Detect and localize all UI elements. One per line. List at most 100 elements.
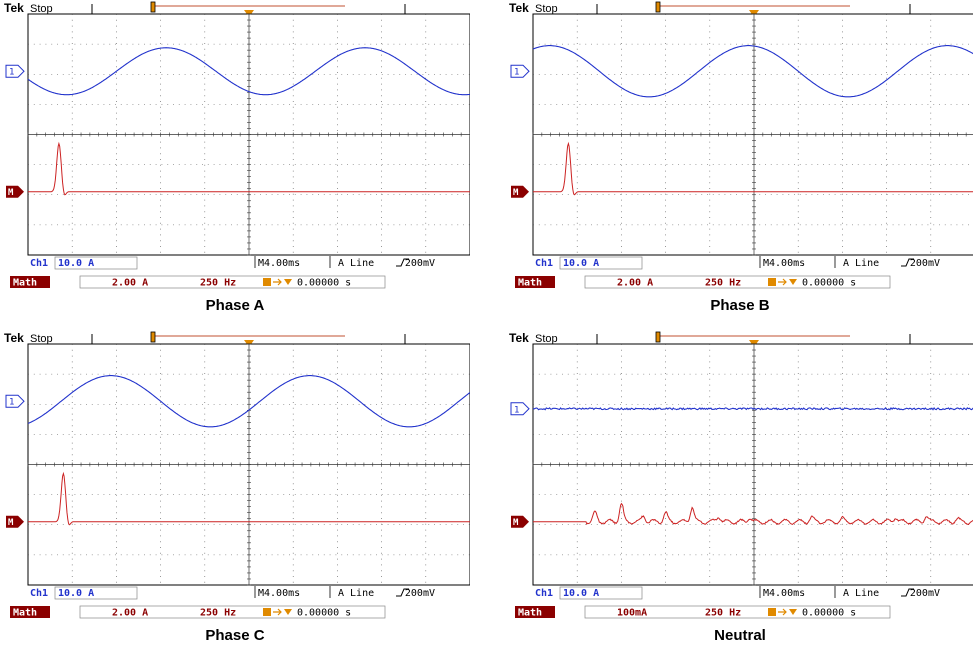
trigger-position-icon (768, 608, 776, 616)
scope-panel-phase-b: Tek Stop 1 M Ch1 10.0 A M4.00ms A Line 200mV Math… (505, 0, 973, 322)
trigger-position-icon (768, 278, 776, 286)
trigger-position-value: 0.00000 s (297, 278, 351, 289)
math-label-box (515, 276, 555, 288)
arrow-right-icon (778, 278, 787, 286)
math-settings-box (584, 605, 891, 619)
readout-row-1: Ch1 10.0 A M4.00ms A Line 200mV (30, 586, 435, 600)
oscilloscope-screen: Tek Stop 1 M Ch1 10.0 A M4.00ms A Line 200mV Math… (4, 1, 470, 289)
trigger-position-icon (150, 1, 156, 13)
arrow-right-icon (778, 608, 787, 616)
math-settings-box (584, 275, 891, 289)
readout-row-2: Math 2.00 A 250 Hz 0.00000 s (515, 275, 891, 289)
ch1-scale-box (559, 256, 643, 270)
ch1-trace (532, 406, 973, 411)
readout-row-1: Ch1 10.0 A M4.00ms A Line 200mV (535, 586, 940, 600)
trigger-level-value: 200mV (910, 588, 940, 599)
ch1-scale-value: 10.0 A (563, 588, 599, 599)
math-label: Math (518, 278, 542, 289)
trigger-position-value: 0.00000 s (802, 278, 856, 289)
ch1-trace (532, 45, 973, 98)
math-marker-label: M (513, 188, 519, 198)
chevron-down-icon (789, 609, 797, 615)
ch1-scale-value: 10.0 A (58, 258, 94, 269)
math-marker-label: M (513, 518, 519, 528)
ch1-marker-label: 1 (9, 398, 14, 408)
trigger-level-value: 200mV (405, 258, 435, 269)
readout-row-1: Ch1 10.0 A M4.00ms A Line 200mV (535, 256, 940, 270)
ch1-label: Ch1 (30, 258, 48, 269)
math-span-value: 250 Hz (705, 278, 741, 289)
ch1-trace (27, 375, 470, 428)
math-settings-box (79, 275, 386, 289)
scope-panel-neutral: Tek Stop 1 M Ch1 10.0 A M4.00ms A Line 200mV Math… (505, 330, 973, 652)
ch1-scale-value: 10.0 A (563, 258, 599, 269)
ch1-marker-label: 1 (9, 68, 14, 78)
brand-label: Tek (509, 1, 529, 15)
rising-edge-icon (396, 588, 409, 597)
chevron-down-icon (789, 279, 797, 285)
scope-header: Tek Stop (509, 1, 911, 17)
ch1-ground-marker: 1 (510, 402, 530, 416)
math-scale-value: 2.00 A (617, 278, 653, 289)
math-settings-box (79, 605, 386, 619)
ch1-label: Ch1 (30, 588, 48, 599)
chevron-down-icon (284, 279, 292, 285)
trigger-position-icon (150, 331, 156, 343)
graticule-grid (27, 343, 470, 586)
math-ground-marker: M (511, 185, 529, 198)
ch1-trace (27, 47, 470, 96)
timebase-value: M4.00ms (763, 588, 805, 599)
trigger-position-value: 0.00000 s (297, 608, 351, 619)
trigger-position-icon (655, 1, 661, 13)
oscilloscope-screen: Tek Stop 1 M Ch1 10.0 A M4.00ms A Line 200mV Math… (509, 331, 973, 619)
trigger-position-icon (263, 608, 271, 616)
ch1-ground-marker: 1 (5, 394, 25, 408)
timebase-value: M4.00ms (258, 588, 300, 599)
trigger-source-value: A Line (843, 258, 879, 269)
trigger-level-value: 200mV (910, 258, 940, 269)
trigger-position-icon (263, 278, 271, 286)
ch1-marker-label: 1 (514, 68, 519, 78)
arrow-right-icon (273, 608, 282, 616)
panel-caption: Neutral (714, 627, 766, 644)
math-trace (28, 471, 470, 526)
trigger-source-value: A Line (338, 588, 374, 599)
readout-row-2: Math 2.00 A 250 Hz 0.00000 s (10, 275, 386, 289)
math-ground-marker: M (6, 515, 24, 528)
math-label: Math (13, 278, 37, 289)
graticule-grid (532, 13, 973, 256)
ch1-scale-value: 10.0 A (58, 588, 94, 599)
math-span-value: 250 Hz (200, 278, 236, 289)
math-scale-value: 100mA (617, 608, 647, 619)
math-ground-marker: M (6, 185, 24, 198)
ch1-label: Ch1 (535, 588, 553, 599)
timebase-value: M4.00ms (258, 258, 300, 269)
math-ground-marker: M (511, 515, 529, 528)
ch1-scale-box (54, 586, 138, 600)
scope-header: Tek Stop (4, 331, 406, 347)
math-label: Math (13, 608, 37, 619)
trigger-position-value: 0.00000 s (802, 608, 856, 619)
brand-label: Tek (509, 331, 529, 345)
readout-row-1: Ch1 10.0 A M4.00ms A Line 200mV (30, 256, 435, 270)
oscilloscope-screen: Tek Stop 1 M Ch1 10.0 A M4.00ms A Line 200mV Math… (509, 1, 973, 289)
math-label-box (515, 606, 555, 618)
rising-edge-icon (901, 588, 914, 597)
ch1-marker-label: 1 (514, 405, 519, 415)
rising-edge-icon (396, 258, 409, 267)
graticule-grid (27, 13, 470, 256)
scope-header: Tek Stop (4, 1, 406, 17)
timebase-value: M4.00ms (763, 258, 805, 269)
oscilloscope-screen: Tek Stop 1 M Ch1 10.0 A M4.00ms A Line 200mV Math… (4, 331, 470, 619)
trigger-source-value: A Line (843, 588, 879, 599)
graticule-grid (532, 343, 973, 586)
readout-row-2: Math 2.00 A 250 Hz 0.00000 s (10, 605, 386, 619)
brand-label: Tek (4, 331, 24, 345)
ch1-scale-box (559, 586, 643, 600)
scope-panel-phase-a: Tek Stop 1 M Ch1 10.0 A M4.00ms A Line 200mV Math… (0, 0, 470, 322)
math-label-box (10, 606, 50, 618)
run-status-label: Stop (535, 333, 558, 345)
rising-edge-icon (901, 258, 914, 267)
math-marker-label: M (8, 188, 14, 198)
ch1-label: Ch1 (535, 258, 553, 269)
